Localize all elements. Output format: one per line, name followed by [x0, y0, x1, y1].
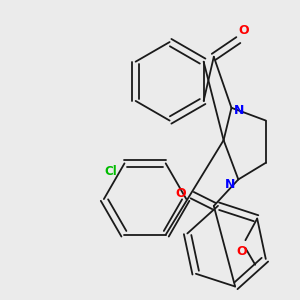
Text: O: O [175, 187, 186, 200]
Text: N: N [234, 104, 244, 117]
Text: O: O [238, 24, 249, 37]
Text: Cl: Cl [104, 165, 117, 178]
Text: N: N [225, 178, 236, 191]
Text: O: O [236, 245, 247, 259]
